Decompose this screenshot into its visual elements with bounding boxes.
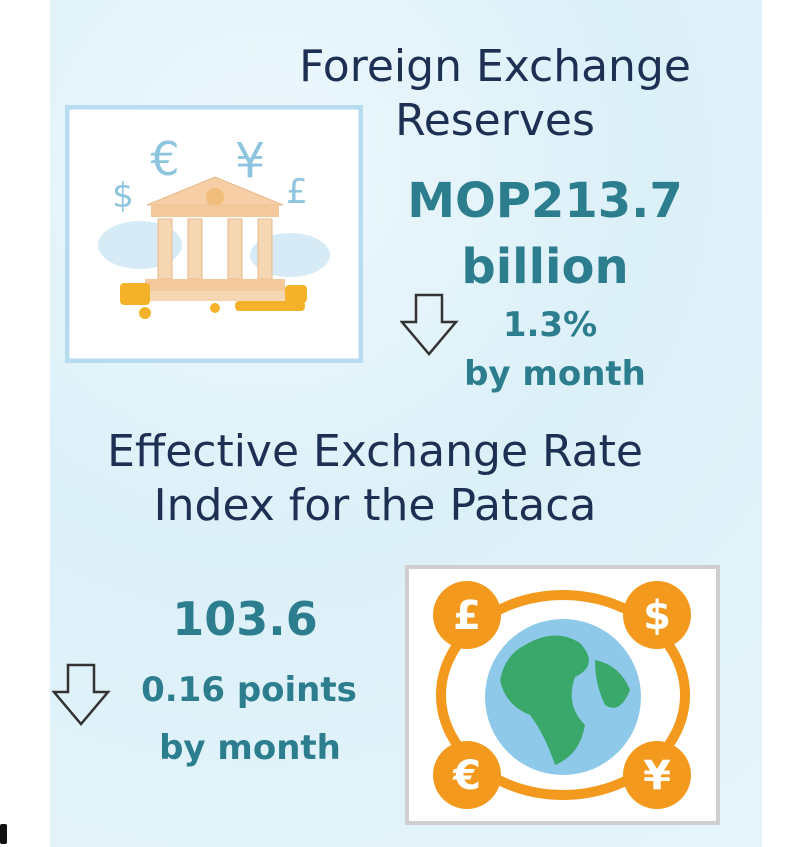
rate-value: 103.6: [172, 592, 318, 646]
rate-period: by month: [159, 728, 341, 768]
down-arrow: [400, 293, 459, 356]
reserves-change: 1.3%: [502, 305, 598, 345]
icon-symbol: $: [112, 176, 134, 216]
reserves-amount: MOP213.7 billion: [407, 173, 683, 295]
corner-mark: [0, 824, 7, 844]
reserves-period: by month: [464, 354, 646, 394]
icon-symbol: £: [286, 172, 308, 212]
icon-symbol: €: [452, 753, 481, 799]
down-arrow: [52, 663, 111, 726]
reserves-icon: $ € ¥ £: [65, 105, 363, 363]
icon-symbol: $: [643, 593, 671, 639]
rate-change: 0.16 points: [141, 670, 357, 710]
icon-symbol: €: [150, 132, 179, 186]
reserves-title: Foreign Exchange Reserves: [299, 41, 691, 146]
icon-symbol: ¥: [643, 753, 671, 799]
rate-title: Effective Exchange Rate Index for the Pa…: [107, 426, 643, 531]
rate-icon: £ $ € ¥: [405, 565, 720, 825]
icon-symbol: £: [453, 593, 481, 639]
icon-symbol: ¥: [235, 133, 266, 189]
